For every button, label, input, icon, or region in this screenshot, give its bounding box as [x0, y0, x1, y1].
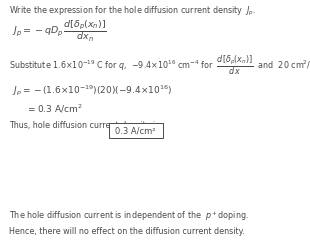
Text: Substitute $1.6{\times}10^{-19}$ C for $q$,  $-9.4{\times}10^{16}$ cm$^{-4}$ for: Substitute $1.6{\times}10^{-19}$ C for $… [9, 53, 310, 77]
Text: $= 0.3$ A/cm$^2$: $= 0.3$ A/cm$^2$ [26, 102, 83, 115]
Text: Hence, there will no effect on the diffusion current density.: Hence, there will no effect on the diffu… [9, 227, 245, 236]
FancyBboxPatch shape [108, 123, 163, 138]
Text: Write the expression for the hole diffusion current density  $J_p$.: Write the expression for the hole diffus… [9, 5, 257, 18]
Text: $J_p = -\left(1.6{\times}10^{-19}\right)(20)\left(-9.4{\times}10^{16}\right)$: $J_p = -\left(1.6{\times}10^{-19}\right)… [12, 84, 173, 98]
Text: Thus, hole diffusion current density is: Thus, hole diffusion current density is [9, 121, 160, 130]
Text: 0.3 A/cm²: 0.3 A/cm² [115, 126, 156, 135]
Text: The hole diffusion current is independent of the  $p^+$doping.: The hole diffusion current is independen… [9, 210, 249, 223]
Text: $J_p = -qD_p\,\dfrac{d[\delta_p(x_n)]}{dx_n}$: $J_p = -qD_p\,\dfrac{d[\delta_p(x_n)]}{d… [12, 18, 107, 44]
